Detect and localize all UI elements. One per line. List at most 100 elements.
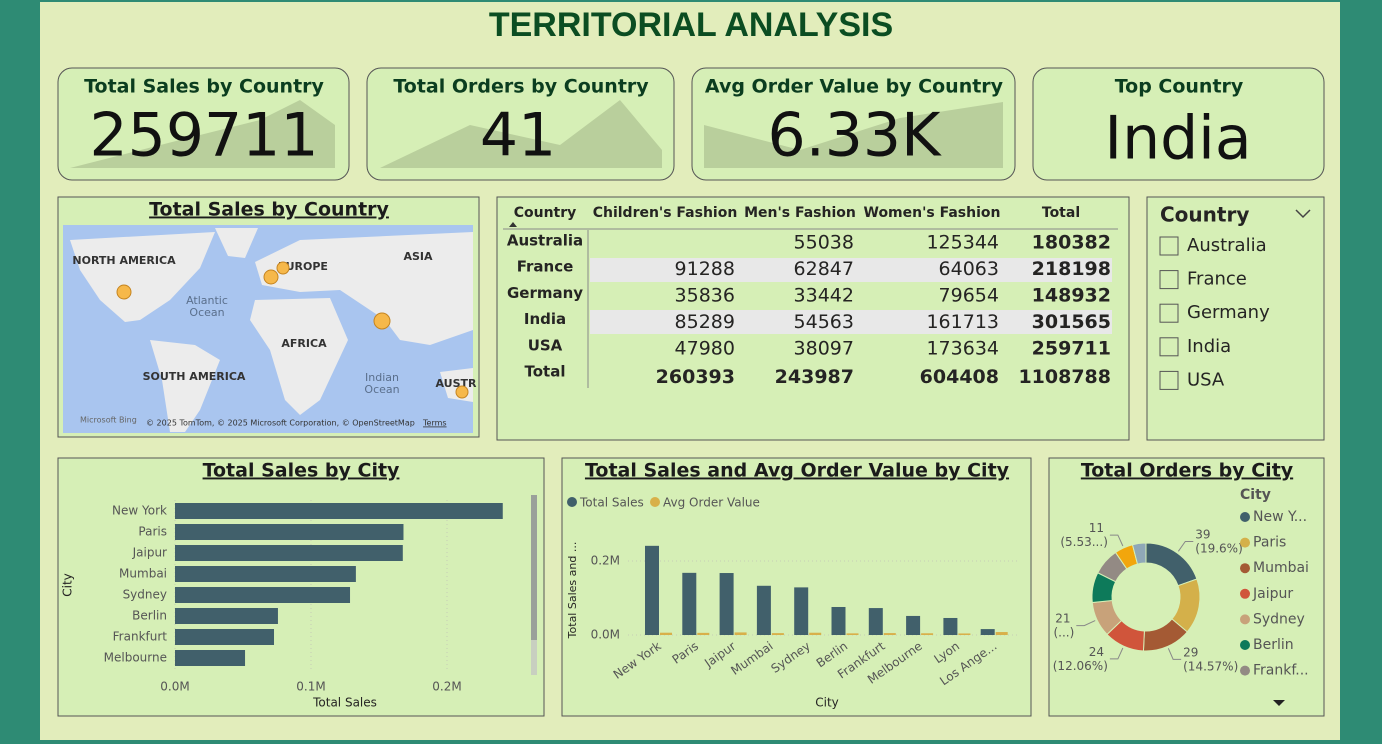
legend-title: City <box>1240 487 1271 503</box>
bar <box>175 524 404 540</box>
cell: 85289 <box>675 311 735 333</box>
page-title: TERRITORIAL ANALYSIS <box>489 6 893 44</box>
card-value: 259711 <box>89 101 318 171</box>
y-axis-label: City <box>61 573 75 597</box>
bar <box>958 633 971 635</box>
leader-line <box>1109 534 1124 547</box>
row-stripe <box>590 258 1112 282</box>
map-label: SOUTH AMERICA <box>143 370 246 383</box>
leader-line <box>1167 648 1182 660</box>
chevron[interactable] <box>1295 209 1311 219</box>
legend-label: New Y... <box>1253 509 1307 525</box>
sort-arrow[interactable] <box>509 222 517 227</box>
card-title: Total Sales by Country <box>84 76 324 98</box>
checkbox[interactable] <box>1159 236 1179 256</box>
panel <box>561 457 1032 717</box>
map-label: EUROPE <box>278 260 328 273</box>
data-label: 39 (19.6%) <box>1195 527 1242 555</box>
legend-label: Total Sales <box>579 496 644 510</box>
cell: 55038 <box>794 232 854 254</box>
sparkline <box>380 100 662 168</box>
data-label-count: 11 <box>1089 521 1108 535</box>
row-header: Germany <box>507 284 583 302</box>
cell: 243987 <box>775 366 854 388</box>
cell: 173634 <box>926 338 999 360</box>
bar <box>175 545 403 561</box>
leader-line <box>1177 540 1194 552</box>
column-header: Children's Fashion <box>593 205 738 221</box>
data-label-count: 21 <box>1055 611 1074 625</box>
bar <box>645 545 659 635</box>
slicer-option: Germany <box>1187 302 1270 323</box>
map-attribution: © 2025 TomTom, © 2025 Microsoft Corporat… <box>146 419 415 428</box>
legend-swatch <box>1240 640 1250 650</box>
slicer-option: France <box>1187 269 1247 290</box>
checkbox[interactable] <box>1159 370 1179 390</box>
row-header: Total <box>525 363 566 381</box>
legend-label: Sydney <box>1253 611 1305 627</box>
legend-swatch <box>1240 665 1250 676</box>
leader-line <box>1109 647 1124 660</box>
bar <box>980 629 995 635</box>
ocean-label: Indian <box>365 371 399 384</box>
cell: 260393 <box>656 366 735 388</box>
cell: 54563 <box>794 311 854 333</box>
cell: 148932 <box>1032 285 1111 307</box>
cell: 161713 <box>926 311 999 333</box>
data-label-count: 29 <box>1183 645 1202 659</box>
y-tick-label: 0.0M <box>591 628 620 642</box>
ocean-label: Atlantic <box>186 294 228 307</box>
cell: 604408 <box>920 366 999 388</box>
row-header: India <box>524 310 566 328</box>
chart-title: Total Orders by City <box>1081 460 1294 482</box>
bar <box>906 615 921 635</box>
bar <box>734 632 747 635</box>
bar <box>868 608 883 635</box>
bar <box>809 632 822 635</box>
card <box>1032 67 1325 181</box>
scroll-thumb[interactable] <box>531 495 537 640</box>
cell: 218198 <box>1032 258 1111 280</box>
card-title: Total Orders by Country <box>393 76 649 98</box>
data-label-percent: (19.6%) <box>1195 541 1242 555</box>
data-label: 24 (12.06%) <box>1053 644 1108 672</box>
map-panel: Total Sales by Country NORTH AMERICA EUR… <box>57 196 480 438</box>
card-title: Avg Order Value by Country <box>705 76 1004 98</box>
legend-label: Paris <box>1253 535 1286 551</box>
bar <box>719 573 734 635</box>
y-tick-label: Frankfurt <box>113 630 168 644</box>
row-header: France <box>517 258 574 276</box>
bar <box>175 650 246 666</box>
leader-line <box>1076 620 1096 627</box>
legend-swatch <box>1240 512 1250 522</box>
cell: 62847 <box>794 258 854 280</box>
y-tick-label: Melbourne <box>104 651 167 665</box>
y-tick-label: Jaipur <box>132 546 167 560</box>
legend-swatch <box>1240 588 1250 599</box>
checkbox[interactable] <box>1159 270 1179 290</box>
slicer: Country Australia France Germany India USA <box>1146 196 1325 441</box>
card-value: 41 <box>480 101 556 171</box>
bar <box>660 632 672 635</box>
matrix-panel: Country Children's Fashion Men's Fashion Wo… <box>496 196 1130 441</box>
y-tick-label: 0.2M <box>591 554 620 568</box>
bar <box>921 633 934 635</box>
checkbox[interactable] <box>1159 303 1179 323</box>
bar <box>943 617 958 635</box>
sparkline <box>70 100 335 168</box>
bar <box>831 606 846 635</box>
data-label-percent: (5.53...) <box>1060 535 1108 549</box>
bar <box>846 633 859 635</box>
legend-scroll[interactable] <box>1273 700 1285 706</box>
map-label: ASIA <box>403 250 433 263</box>
cell: 91288 <box>675 258 735 280</box>
map-terms[interactable]: Terms <box>422 419 447 428</box>
checkbox[interactable] <box>1159 337 1179 357</box>
slicer-option: Australia <box>1187 235 1267 256</box>
chart-title: Total Sales by City <box>203 460 400 482</box>
cell: 125344 <box>926 232 999 254</box>
data-label-percent: (...) <box>1053 625 1074 639</box>
data-label-count: 39 <box>1195 527 1214 541</box>
x-tick-label: 0.2M <box>432 680 461 694</box>
